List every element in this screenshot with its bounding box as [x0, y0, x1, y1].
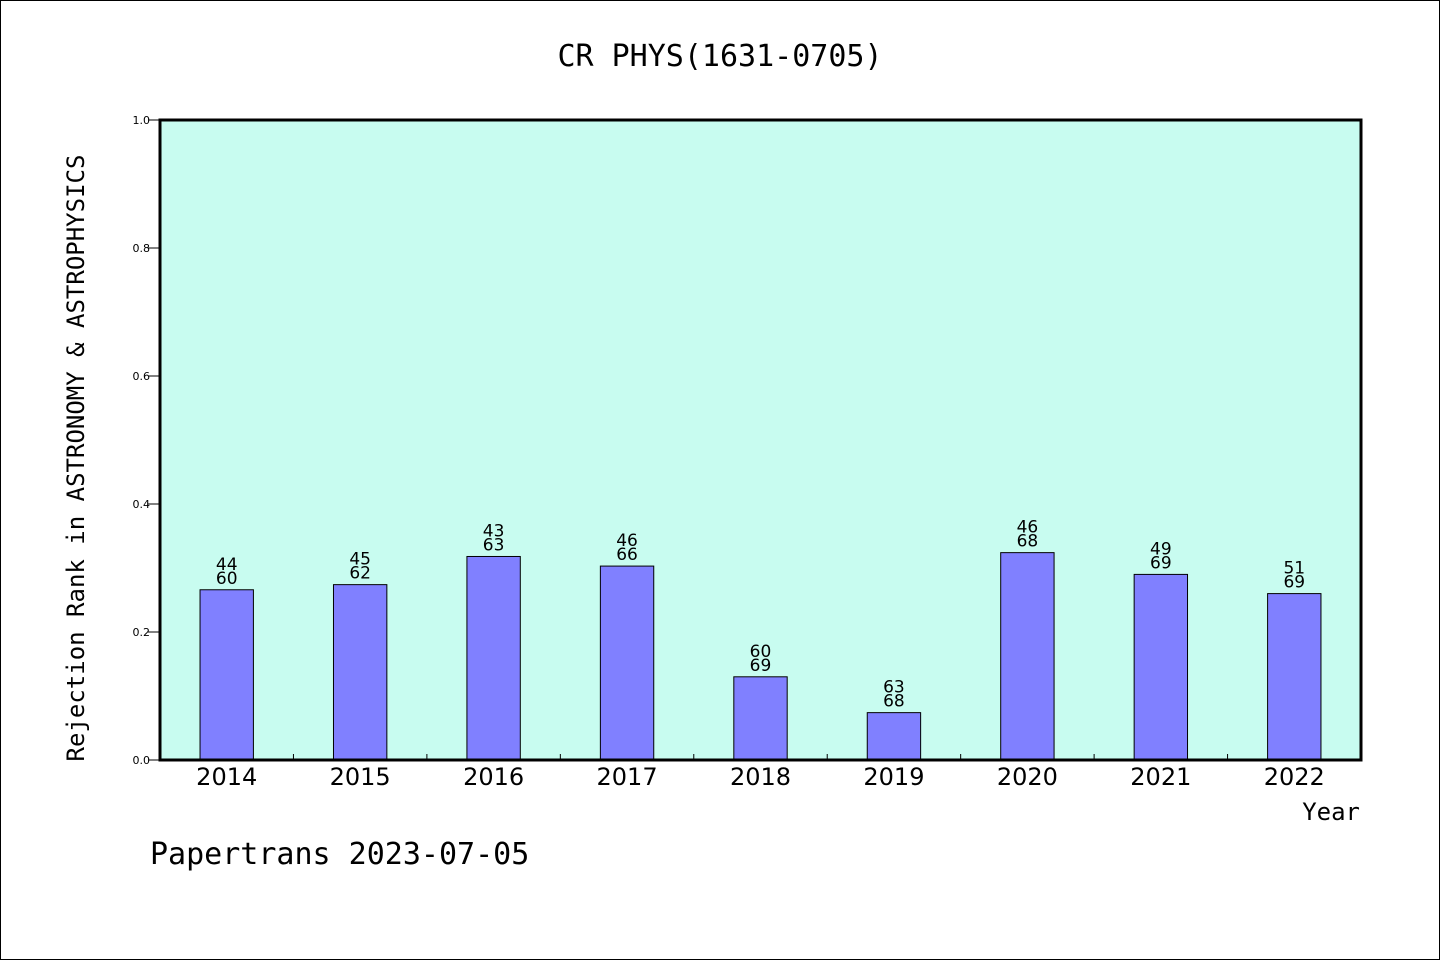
x-tick-label-2021: 2021	[1130, 763, 1191, 791]
bar-label-bottom-2019: 68	[883, 692, 905, 712]
bar-label-bottom-2016: 63	[483, 535, 505, 555]
x-tick-label-2018: 2018	[730, 763, 791, 791]
bar-2022	[1267, 593, 1322, 761]
footer-credit: Papertrans 2023-07-05	[150, 837, 529, 872]
chart-title: CR PHYS(1631-0705)	[557, 39, 882, 74]
bar-label-top-2021: 49	[1150, 539, 1172, 559]
bar-label-top-2022: 51	[1283, 559, 1305, 579]
bar-2015	[332, 584, 388, 761]
bar-2017	[599, 565, 655, 761]
bar-label-bottom-2021: 69	[1150, 553, 1172, 573]
x-tick-label-2022: 2022	[1264, 763, 1325, 791]
bar-label-top-2014: 44	[216, 555, 238, 575]
bar-2014	[199, 589, 254, 761]
bar-2020	[1000, 552, 1055, 761]
bar-label-top-2020: 46	[1017, 518, 1039, 538]
x-tick-label-2015: 2015	[330, 763, 391, 791]
bar-label-bottom-2017: 66	[616, 545, 638, 565]
bar-2021	[1133, 573, 1189, 761]
bar-label-top-2018: 60	[750, 642, 772, 662]
x-tick-label-2020: 2020	[997, 763, 1058, 791]
y-tick-label: 1.0	[133, 114, 151, 127]
bar-2016	[466, 555, 521, 761]
bar-label-top-2016: 43	[483, 521, 505, 541]
bar-label-bottom-2014: 60	[216, 569, 238, 589]
x-axis-label: Year	[1302, 798, 1360, 826]
y-tick-label: 0.4	[133, 498, 151, 511]
bar-label-bottom-2015: 62	[349, 564, 371, 584]
y-tick-label: 0.2	[133, 626, 151, 639]
y-axis-ticks: 0.0 0.2 0.4 0.6 0.8 1.0	[133, 114, 160, 767]
y-tick-label: 0.6	[133, 370, 151, 383]
bar-label-bottom-2020: 68	[1017, 532, 1039, 552]
y-tick-label: 0.0	[133, 754, 151, 767]
y-tick-label: 0.8	[133, 242, 151, 255]
bar-label-bottom-2018: 69	[750, 656, 772, 676]
y-axis-label: Rejection Rank in ASTRONOMY & ASTROPHYSI…	[62, 155, 90, 762]
x-tick-label-2019: 2019	[863, 763, 924, 791]
plot-border	[158, 118, 1363, 762]
x-tick-label-2014: 2014	[196, 763, 257, 791]
bar-label-top-2017: 46	[616, 531, 638, 551]
bar-2018	[733, 676, 788, 761]
x-tick-label-2017: 2017	[597, 763, 658, 791]
bar-label-top-2015: 45	[349, 550, 371, 570]
bars-group	[199, 552, 1322, 761]
x-tick-label-2016: 2016	[463, 763, 524, 791]
bar-2019	[866, 712, 922, 761]
x-axis-ticks: 2014 2015 2016 2017 2018 2019 2020 2021 2022	[196, 754, 1325, 791]
bar-label-top-2019: 63	[883, 678, 905, 698]
bar-label-bottom-2022: 69	[1283, 573, 1305, 593]
